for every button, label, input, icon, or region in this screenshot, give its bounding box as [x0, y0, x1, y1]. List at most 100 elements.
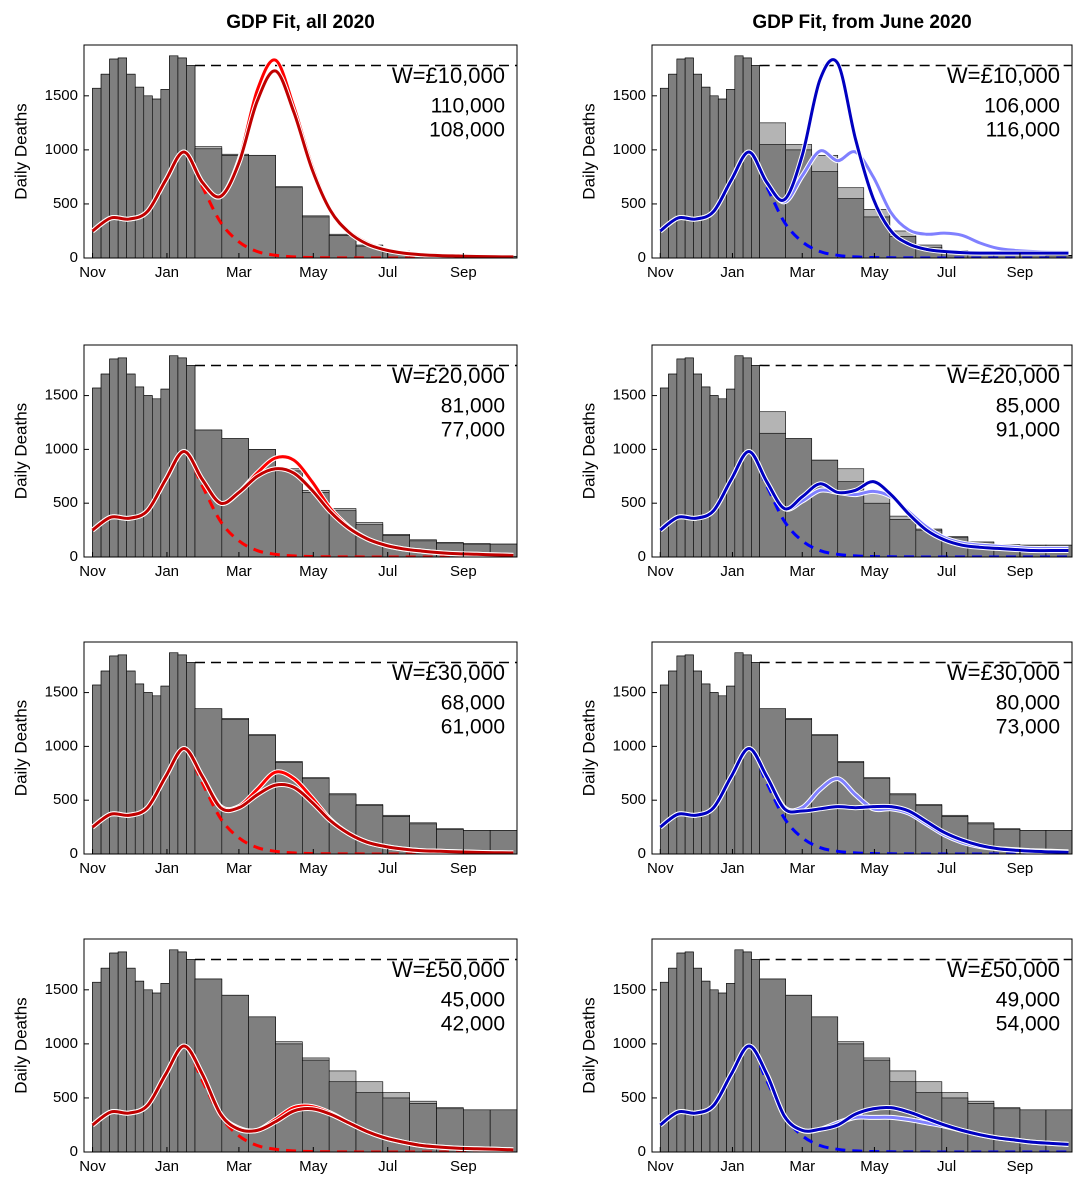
panel: 0 500 1000 1500 Nov Jan Mar May Jul Sep Daily Deat…: [579, 12, 1073, 281]
chart-title: GDP Fit, all 2020: [226, 12, 375, 33]
histogram-bar: [221, 719, 249, 854]
y-tick-label: 1000: [613, 737, 646, 754]
x-tick-label: Mar: [226, 860, 252, 877]
x-tick-label: Sep: [450, 563, 477, 580]
y-tick-label: 1000: [613, 141, 646, 158]
histogram-bar: [668, 967, 678, 1152]
panel: 0 500 1000 1500 Nov Jan Mar May Jul Sep Daily Deat…: [11, 938, 518, 1175]
series-total: 68,000: [441, 692, 505, 715]
plot-frame: [83, 641, 518, 855]
histogram-bar: [709, 395, 719, 557]
x-tick-label: May: [860, 264, 889, 281]
histogram-bar: [684, 951, 694, 1152]
x-tick-label: Jul: [937, 264, 956, 281]
y-axis-label: Daily Deaths: [11, 997, 30, 1093]
histogram-bar: [709, 989, 719, 1152]
histogram-bar: [109, 58, 119, 258]
curve: [91, 450, 514, 557]
x-tick-label: Sep: [450, 860, 477, 877]
histogram-bar: [126, 373, 136, 557]
y-tick-label: 500: [53, 494, 78, 511]
x-tick-label: Jan: [155, 1158, 179, 1175]
x-tick-label: Sep: [450, 1158, 477, 1175]
histogram-bar: [709, 95, 719, 258]
plot-frame: [83, 44, 518, 259]
histogram-bar: [328, 234, 357, 258]
histogram-bar: [684, 57, 694, 258]
y-tick-label: 1500: [613, 981, 646, 998]
x-tick-label: Jan: [155, 264, 179, 281]
histogram-bar: [152, 992, 162, 1152]
x-tick-label: Mar: [226, 264, 252, 281]
x-tick-label: Jul: [937, 1158, 956, 1175]
histogram-bar: [152, 398, 162, 557]
annotation: W=£10,000: [947, 63, 1060, 88]
x-tick-label: May: [860, 563, 889, 580]
histogram-bar: [684, 357, 694, 557]
x-tick-label: Nov: [79, 264, 106, 281]
curve: [659, 1044, 1069, 1146]
plot-frame: [651, 344, 1073, 558]
x-tick-label: Mar: [789, 1158, 815, 1175]
histogram-bar: [693, 373, 702, 557]
series-total: 61,000: [441, 716, 505, 739]
histogram-bar: [811, 171, 839, 258]
plot: [658, 949, 1072, 1152]
series-total: 73,000: [996, 716, 1060, 739]
y-axis-label: Daily Deaths: [579, 103, 598, 199]
y-tick-label: 0: [638, 249, 646, 266]
histogram-bar: [117, 654, 127, 854]
y-tick-label: 0: [70, 845, 78, 862]
histogram-bar: [967, 1103, 995, 1152]
histogram-bar: [152, 695, 162, 854]
histogram-bar: [117, 57, 127, 258]
x-tick-label: Nov: [79, 1158, 106, 1175]
histogram-bar: [355, 1092, 384, 1152]
histogram-bar: [676, 58, 686, 258]
histogram-bar: [248, 154, 276, 258]
x-tick-label: Jan: [720, 1158, 744, 1175]
y-tick-label: 1000: [613, 1035, 646, 1052]
y-axis-label: Daily Deaths: [579, 700, 598, 796]
series-total: 106,000: [984, 95, 1060, 118]
histogram-bar: [693, 73, 702, 258]
x-tick-label: Jul: [937, 860, 956, 877]
series-total: 42,000: [441, 1013, 505, 1036]
histogram-bar: [889, 794, 917, 854]
x-tick-label: Nov: [647, 264, 674, 281]
histogram-bar: [701, 683, 711, 854]
curve: [659, 58, 1069, 255]
histogram-bar: [676, 358, 686, 557]
x-tick-label: Mar: [789, 563, 815, 580]
x-tick-label: Jan: [720, 563, 744, 580]
series-total: 80,000: [996, 692, 1060, 715]
x-tick-label: Jul: [378, 860, 397, 877]
histogram-bar: [117, 357, 127, 557]
plot: [91, 949, 517, 1152]
x-tick-label: Sep: [450, 264, 477, 281]
histogram-bar: [126, 670, 136, 854]
y-tick-label: 1000: [45, 141, 78, 158]
histogram-bar: [668, 670, 678, 854]
y-tick-label: 0: [70, 249, 78, 266]
histogram-bar: [275, 1043, 303, 1152]
x-tick-label: Sep: [1007, 1158, 1034, 1175]
x-tick-label: Sep: [1007, 563, 1034, 580]
histogram-bar: [759, 708, 786, 854]
chart-title: GDP Fit, from June 2020: [752, 12, 971, 33]
histogram-bar: [143, 989, 153, 1152]
histogram-bar: [100, 967, 110, 1152]
y-tick-label: 500: [621, 791, 646, 808]
plot: [91, 652, 517, 854]
histogram-bar: [717, 98, 727, 258]
y-tick-label: 0: [70, 548, 78, 565]
y-tick-label: 500: [621, 494, 646, 511]
y-tick-label: 1500: [45, 387, 78, 404]
curve: [659, 747, 1069, 854]
y-tick-label: 500: [621, 1089, 646, 1106]
x-tick-label: Jan: [155, 860, 179, 877]
histogram-bar: [302, 216, 330, 258]
annotation: W=£50,000: [947, 957, 1060, 982]
histogram-bar: [109, 952, 119, 1152]
